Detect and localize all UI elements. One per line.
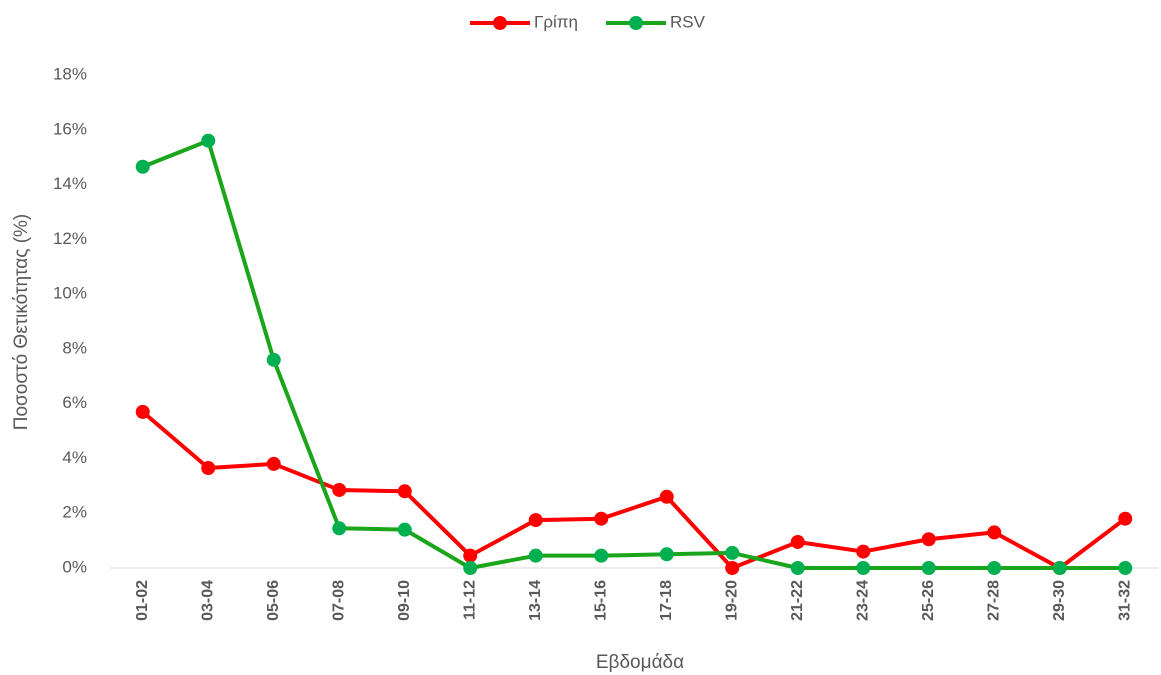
series-marker [725, 561, 740, 575]
x-tick-label: 31-32 [1116, 580, 1133, 621]
x-tick-label: 03-04 [199, 580, 216, 621]
x-tick-label: 15-16 [592, 580, 609, 621]
y-tick-label: 12% [53, 229, 87, 248]
series-marker [921, 561, 936, 575]
legend-label: Γρίπη [534, 12, 578, 31]
x-tick-label: 05-06 [265, 580, 282, 621]
y-axis-title: Ποσοστό Θετικότητας (%) [11, 214, 32, 430]
y-tick-label: 16% [53, 119, 87, 138]
x-tick-label: 29-30 [1051, 580, 1068, 621]
x-tick-label: 21-22 [789, 580, 806, 621]
x-tick-label: 17-18 [658, 580, 675, 621]
series-marker [856, 561, 871, 575]
y-tick-label: 2% [62, 503, 87, 522]
series-marker [987, 561, 1002, 575]
series-marker [332, 482, 347, 497]
series-marker [725, 545, 740, 560]
legend-marker [493, 16, 507, 30]
x-axis-title: Εβδομάδα [596, 652, 684, 673]
series-marker [397, 522, 412, 537]
y-tick-label: 4% [62, 448, 87, 467]
legend-label: RSV [670, 12, 706, 31]
series-marker [921, 532, 936, 547]
series-marker [594, 511, 609, 526]
series-line [142, 138, 1126, 570]
y-tick-label: 14% [53, 174, 87, 193]
series-marker [332, 521, 347, 536]
series-marker [135, 404, 150, 419]
series-marker [790, 534, 805, 549]
series-marker [856, 544, 871, 559]
series-marker [463, 561, 478, 575]
x-tick-label: 19-20 [723, 580, 740, 621]
x-tick-label: 25-26 [920, 580, 937, 621]
x-tick-label: 01-02 [134, 580, 151, 621]
series-marker [528, 548, 543, 563]
y-tick-label: 0% [62, 557, 87, 576]
series-marker [790, 561, 805, 575]
y-tick-label: 18% [53, 64, 87, 83]
series-marker [1118, 561, 1133, 575]
x-tick-label: 27-28 [985, 580, 1002, 621]
x-tick-label: 11-12 [461, 580, 478, 620]
x-tick-label: 09-10 [396, 580, 413, 621]
x-tick-label: 23-24 [854, 580, 871, 621]
series-marker [463, 548, 478, 563]
series-marker [201, 133, 216, 148]
series-marker [528, 513, 543, 528]
series-marker [266, 456, 281, 471]
series-marker [201, 461, 216, 476]
series-marker [659, 547, 674, 562]
series-marker [659, 489, 674, 504]
series-marker [1118, 511, 1133, 526]
series-line [141, 410, 1127, 570]
y-tick-label: 10% [53, 284, 87, 303]
y-tick-label: 8% [62, 338, 87, 357]
series-marker [1052, 561, 1067, 575]
series-marker [135, 159, 150, 174]
x-tick-label: 07-08 [330, 580, 347, 621]
series-marker [594, 548, 609, 563]
y-tick-label: 6% [62, 393, 87, 412]
series-marker [266, 352, 281, 367]
x-tick-label: 13-14 [527, 580, 544, 621]
series-marker [397, 484, 412, 499]
series-marker [987, 525, 1002, 540]
legend-marker [629, 16, 643, 30]
